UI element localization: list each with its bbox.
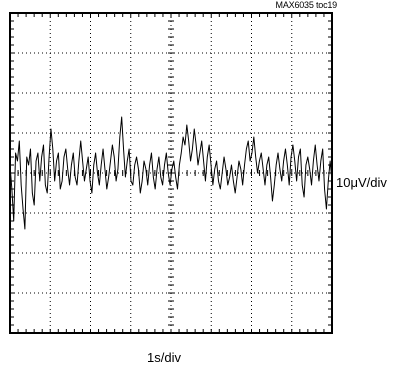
- y-axis-scale-label: 10μV/div: [336, 175, 387, 190]
- figure-id-label: MAX6035 toc19: [275, 0, 338, 10]
- x-axis-scale-label: 1s/div: [147, 350, 181, 365]
- plot-frame: [9, 12, 333, 334]
- series-trace: [9, 116, 333, 230]
